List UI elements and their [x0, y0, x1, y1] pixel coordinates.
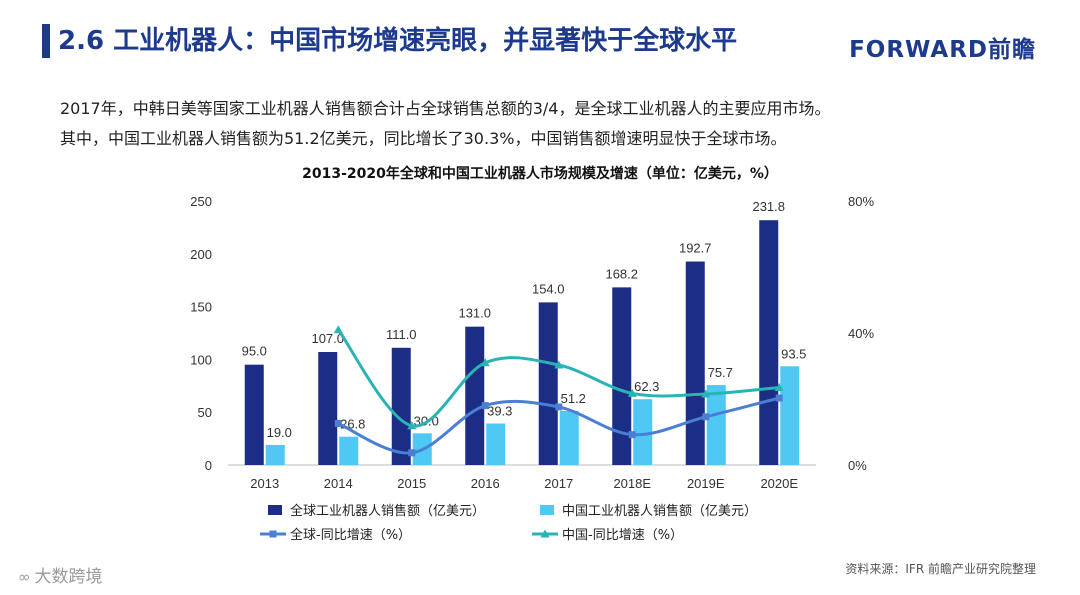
marker-china-growth [333, 325, 343, 334]
x-axis-tick-label: 2020E [760, 476, 798, 491]
forward-logo: FORWARD前瞻 [849, 37, 1036, 63]
right-axis-tick-label: 40% [848, 326, 874, 341]
title-accent-bar [42, 24, 50, 58]
legend-china-growth-label: 中国-同比增速（%） [562, 528, 683, 543]
bar-global-label: 95.0 [242, 344, 267, 359]
intro-text: 2017年，中韩日美等国家工业机器人销售额合计占全球销售总额的3/4，是全球工业… [60, 94, 1040, 154]
marker-global-growth [775, 394, 783, 402]
left-axis-tick-label: 100 [190, 352, 212, 367]
x-axis-tick-label: 2014 [324, 476, 353, 491]
bar-china [559, 410, 579, 465]
bar-china-label: 62.3 [634, 379, 659, 394]
watermark: ∞ 大数跨境 [18, 562, 103, 587]
bar-china [486, 423, 506, 465]
x-axis-tick-label: 2015 [397, 476, 426, 491]
left-axis-tick-label: 150 [190, 300, 212, 315]
bar-global [685, 261, 705, 465]
legend-global-growth-label: 全球-同比增速（%） [290, 527, 411, 543]
bar-global [465, 326, 485, 465]
bar-china-label: 19.0 [267, 425, 292, 440]
bar-global [244, 364, 264, 465]
marker-global-growth [628, 431, 636, 439]
page-title: 2.6 工业机器人：中国市场增速亮眼，并显著快于全球水平 [58, 26, 738, 56]
bar-global-label: 231.8 [752, 199, 785, 214]
legend-china-sales-label: 中国工业机器人销售额（亿美元） [562, 503, 757, 519]
bar-global-label: 192.7 [679, 241, 712, 256]
legend-china-sales-swatch [540, 505, 554, 515]
left-axis-tick-label: 0 [205, 458, 212, 473]
bar-global-label: 131.0 [458, 306, 491, 321]
bar-global-label: 154.0 [532, 281, 565, 296]
bar-global [759, 220, 779, 465]
bar-global [538, 302, 558, 465]
marker-global-growth [481, 402, 489, 410]
x-axis-tick-label: 2013 [250, 476, 279, 491]
bar-china [633, 399, 653, 465]
intro-line-2: 其中，中国工业机器人销售额为51.2亿美元，同比增长了30.3%，中国销售额增速… [60, 129, 787, 148]
right-axis-tick-label: 80% [848, 194, 874, 209]
bar-china-label: 26.8 [340, 417, 365, 432]
right-axis-tick-label: 0% [848, 458, 867, 473]
bar-china-label: 93.5 [781, 346, 806, 361]
x-axis-tick-label: 2016 [471, 476, 500, 491]
legend-china-growth-marker [540, 529, 550, 538]
intro-line-1: 2017年，中韩日美等国家工业机器人销售额合计占全球销售总额的3/4，是全球工业… [60, 99, 831, 118]
bar-global [391, 347, 411, 465]
bar-china-label: 39.3 [487, 403, 512, 418]
watermark-icon: ∞ [18, 568, 31, 586]
source-note: 资料来源：IFR 前瞻产业研究院整理 [845, 562, 1036, 576]
left-axis-tick-label: 50 [198, 405, 212, 420]
marker-china-growth [701, 389, 711, 398]
left-axis-tick-label: 250 [190, 194, 212, 209]
x-axis-tick-label: 2019E [687, 476, 725, 491]
legend-global-sales-swatch [268, 505, 282, 515]
bar-global [318, 352, 338, 465]
bar-china-label: 75.7 [708, 365, 733, 380]
bar-global [612, 287, 632, 465]
chart-title: 2013-2020年全球和中国工业机器人市场规模及增速（单位：亿美元，%） [302, 166, 778, 182]
x-axis-tick-label: 2018E [613, 476, 651, 491]
legend-global-growth-marker [269, 530, 277, 538]
bar-china-label: 51.2 [561, 391, 586, 406]
marker-china-growth [774, 382, 784, 391]
bar-global-label: 111.0 [386, 327, 417, 342]
bar-global-label: 168.2 [605, 266, 638, 281]
marker-china-growth [627, 388, 637, 397]
bar-global-label: 107.0 [311, 331, 344, 346]
x-axis-tick-label: 2017 [544, 476, 573, 491]
bar-china [265, 444, 285, 465]
legend-global-sales-label: 全球工业机器人销售额（亿美元） [290, 503, 485, 519]
marker-china-growth [407, 421, 417, 430]
left-axis-tick-label: 200 [190, 247, 212, 262]
bar-china [780, 366, 800, 465]
marker-global-growth [334, 419, 342, 427]
watermark-text: 大数跨境 [34, 567, 103, 587]
marker-global-growth [555, 403, 563, 411]
marker-china-growth [480, 358, 490, 367]
bar-china [706, 385, 726, 465]
marker-china-growth [554, 360, 564, 369]
marker-global-growth [408, 449, 416, 457]
marker-global-growth [702, 413, 710, 421]
bar-china [339, 436, 359, 465]
